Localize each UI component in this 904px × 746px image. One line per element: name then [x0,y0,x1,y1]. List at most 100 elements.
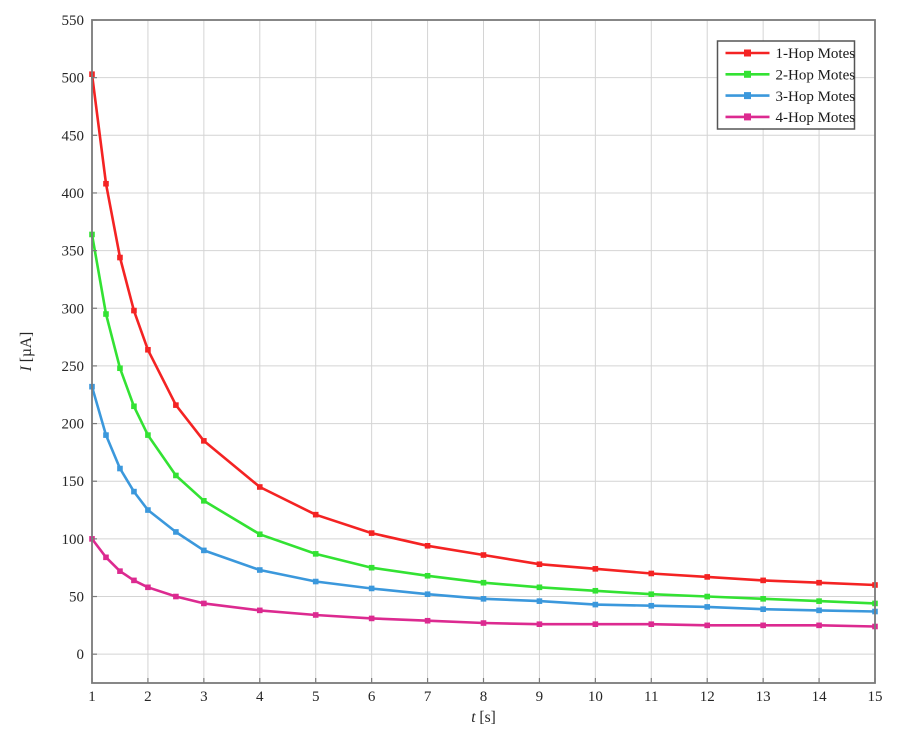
x-tick-label: 2 [144,689,152,705]
data-marker-3-hop-motes [760,606,766,613]
data-marker-1-hop-motes [201,438,207,444]
data-marker-4-hop-motes [480,620,487,626]
y-tick-label: 250 [62,359,85,375]
data-marker-2-hop-motes [592,587,599,594]
data-marker-2-hop-motes [480,579,487,586]
legend-label: 1-Hop Motes [776,46,856,62]
data-marker-3-hop-motes [424,591,431,598]
data-marker-4-hop-motes [760,622,766,629]
data-marker-1-hop-motes [592,566,599,572]
data-marker-3-hop-motes [173,529,179,535]
x-tick-label: 4 [256,689,264,705]
y-tick-label: 300 [62,301,85,317]
y-tick-label: 50 [69,590,84,606]
data-marker-1-hop-motes [648,570,655,577]
data-marker-2-hop-motes [816,598,822,604]
y-axis-label: I [µA] [18,332,35,373]
x-tick-label: 6 [368,689,376,705]
y-tick-label: 100 [62,532,85,548]
x-tick-label: 3 [200,689,208,705]
legend-marker [744,113,751,121]
data-marker-3-hop-motes [145,507,151,513]
data-marker-3-hop-motes [312,578,319,585]
data-marker-2-hop-motes [312,551,319,557]
data-marker-1-hop-motes [704,574,711,580]
data-marker-4-hop-motes [648,621,655,627]
x-tick-label: 11 [644,689,658,705]
x-tick-label: 8 [480,689,488,705]
x-axis-label: t [s] [471,709,496,726]
x-tick-label: 10 [588,689,603,705]
data-marker-3-hop-motes [592,601,599,608]
data-marker-3-hop-motes [816,607,822,614]
legend-marker [744,49,751,57]
data-marker-2-hop-motes [201,498,207,504]
legend-box [716,40,856,130]
x-tick-label: 1 [88,689,96,705]
data-marker-2-hop-motes [256,531,263,538]
data-marker-4-hop-motes [368,615,375,622]
data-marker-1-hop-motes [536,561,543,568]
data-marker-4-hop-motes [256,607,263,614]
legend-marker [744,92,751,100]
data-marker-2-hop-motes [131,403,137,410]
data-marker-1-hop-motes [312,511,319,518]
data-marker-4-hop-motes [592,621,599,627]
y-tick-label: 150 [62,474,85,490]
data-marker-4-hop-motes [312,612,319,618]
x-tick-label: 14 [812,689,828,705]
y-tick-label: 350 [62,244,85,260]
data-marker-4-hop-motes [704,622,711,629]
data-marker-1-hop-motes [424,542,431,549]
legend-marker [744,70,751,78]
y-tick-label: 500 [62,71,85,87]
x-tick-label: 5 [312,689,320,705]
data-marker-4-hop-motes [131,577,137,584]
x-tick-label: 15 [868,689,883,705]
data-marker-2-hop-motes [368,564,375,571]
data-marker-4-hop-motes [816,622,822,629]
data-marker-3-hop-motes [536,598,543,604]
x-tick-label: 13 [756,689,771,705]
data-marker-1-hop-motes [103,180,109,187]
x-tick-label: 9 [536,689,544,705]
data-marker-1-hop-motes [117,254,123,261]
data-marker-2-hop-motes [145,432,151,438]
data-marker-2-hop-motes [424,572,431,579]
y-tick-label: 0 [77,647,85,663]
legend-entry-4-hop-motes: 4-Hop Motes [725,110,856,126]
data-marker-3-hop-motes [131,488,137,495]
legend-entry-3-hop-motes: 3-Hop Motes [725,89,855,105]
data-marker-3-hop-motes [648,602,655,609]
data-marker-3-hop-motes [103,432,109,438]
data-marker-4-hop-motes [424,617,431,624]
data-marker-3-hop-motes [117,465,123,472]
x-tick-label: 12 [700,689,715,705]
data-marker-4-hop-motes [145,584,151,591]
data-marker-2-hop-motes [536,584,543,591]
y-tick-label: 550 [62,13,85,29]
y-tick-label: 450 [62,128,85,144]
data-marker-1-hop-motes [760,577,766,584]
data-marker-2-hop-motes [103,311,109,317]
legend-label: 4-Hop Motes [776,110,856,126]
data-marker-4-hop-motes [173,593,179,600]
data-marker-4-hop-motes [536,621,543,627]
legend-entry-1-hop-motes: 1-Hop Motes [725,46,856,62]
data-marker-1-hop-motes [256,484,263,490]
data-marker-1-hop-motes [173,402,179,408]
data-marker-4-hop-motes [103,554,109,561]
x-tick-label: 7 [424,689,432,705]
data-marker-3-hop-motes [256,567,263,573]
legend: 1-Hop Motes 2-Hop Motes 3-Hop Motes 4-Hop M… [716,40,856,130]
data-marker-4-hop-motes [201,600,207,607]
data-marker-3-hop-motes [704,604,711,610]
data-marker-1-hop-motes [131,307,137,314]
legend-entry-2-hop-motes: 2-Hop Motes [725,68,855,84]
data-marker-2-hop-motes [704,593,711,600]
data-marker-1-hop-motes [368,530,375,536]
data-marker-3-hop-motes [480,596,487,602]
y-tick-label: 200 [62,417,85,433]
